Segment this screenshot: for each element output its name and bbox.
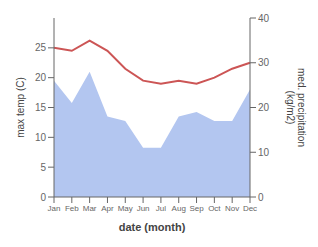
svg-text:20: 20	[258, 102, 270, 113]
svg-text:Oct: Oct	[208, 204, 221, 213]
svg-text:Mar: Mar	[83, 204, 97, 213]
svg-text:Jun: Jun	[137, 204, 150, 213]
svg-text:0: 0	[40, 192, 46, 203]
svg-text:med. precipitation(kg/m2): med. precipitation(kg/m2)	[285, 68, 308, 147]
svg-text:0: 0	[258, 192, 264, 203]
svg-text:Sep: Sep	[189, 204, 204, 213]
svg-text:Feb: Feb	[65, 204, 79, 213]
svg-text:25: 25	[35, 42, 47, 53]
svg-text:date (month): date (month)	[119, 221, 186, 233]
svg-text:Dec: Dec	[243, 204, 257, 213]
svg-text:max temp (C): max temp (C)	[15, 77, 26, 138]
svg-text:10: 10	[258, 147, 270, 158]
svg-text:5: 5	[40, 162, 46, 173]
svg-text:Jan: Jan	[48, 204, 61, 213]
svg-text:30: 30	[258, 57, 270, 68]
svg-text:Apr: Apr	[101, 204, 114, 213]
svg-text:10: 10	[35, 132, 47, 143]
svg-text:Jul: Jul	[156, 204, 166, 213]
svg-text:Aug: Aug	[172, 204, 186, 213]
svg-text:40: 40	[258, 13, 270, 24]
svg-text:20: 20	[35, 72, 47, 83]
svg-text:Nov: Nov	[225, 204, 239, 213]
svg-text:May: May	[118, 204, 133, 213]
svg-text:15: 15	[35, 102, 47, 113]
